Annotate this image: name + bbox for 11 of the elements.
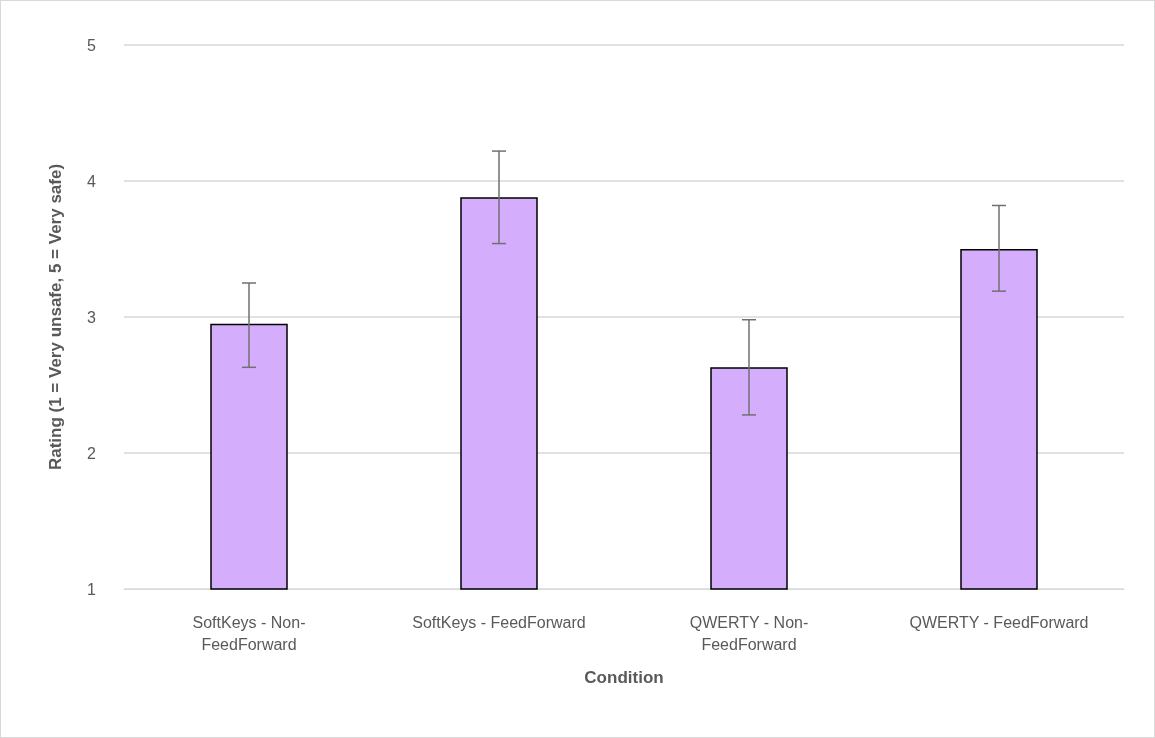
y-tick-label: 2 [87,444,97,462]
x-tick-label: SoftKeys - Non- FeedForward [192,613,306,653]
x-tick-label: QWERTY - Non- FeedForward [689,613,809,653]
y-axis-title: Rating (1 = Very unsafe, 5 = Very safe) [46,163,65,471]
y-tick-label: 1 [87,580,97,598]
y-tick-label: 5 [87,36,97,54]
x-axis-title: Condition [584,668,664,687]
x-tick-label: QWERTY - FeedForward [909,613,1089,631]
x-tick-label: SoftKeys - FeedForward [412,613,586,631]
y-tick-label: 3 [87,308,97,326]
y-tick-label: 4 [87,172,97,190]
